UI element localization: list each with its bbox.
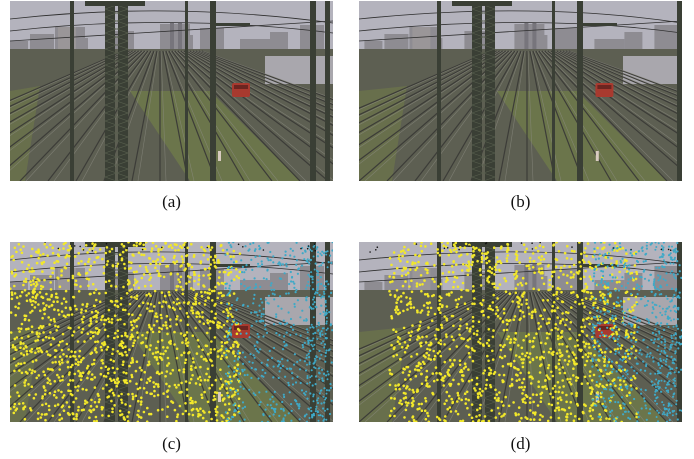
panel-a-image [10, 1, 333, 181]
railway-scene-drawing [10, 242, 333, 422]
panel-c-image [10, 242, 333, 422]
railway-scene-drawing [359, 1, 682, 181]
caption-b: (b) [510, 192, 531, 211]
railway-scene-drawing [359, 242, 682, 422]
panel-d-image [359, 242, 682, 422]
panel-b-image [359, 1, 682, 181]
caption-a: (a) [162, 192, 181, 211]
caption-c: (c) [162, 434, 181, 453]
caption-d: (d) [510, 434, 531, 453]
railway-scene-drawing [10, 1, 333, 181]
